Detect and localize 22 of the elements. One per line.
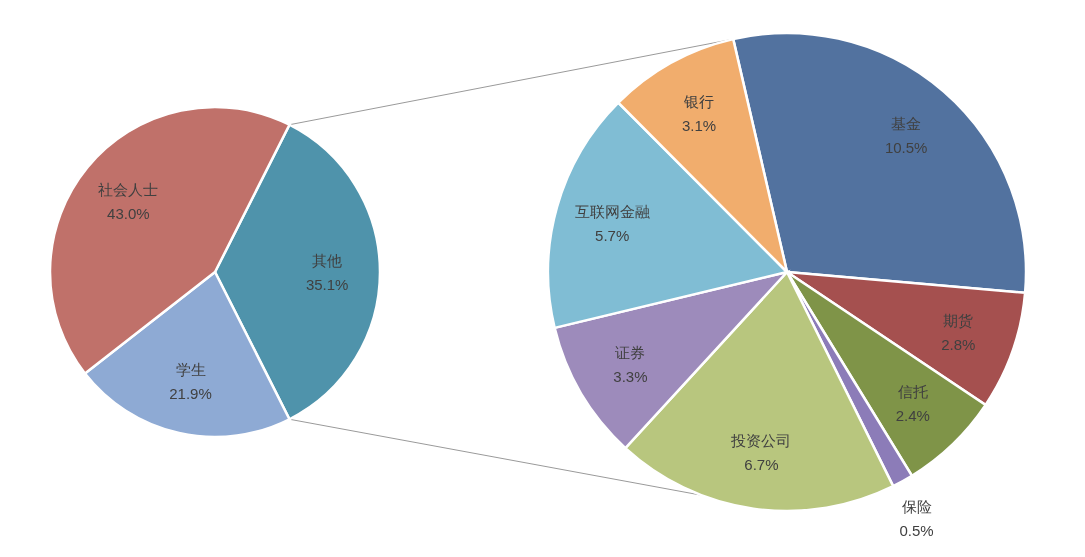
slice-label: 学生 bbox=[175, 361, 206, 379]
data-label: 43.0% bbox=[107, 204, 150, 222]
data-label: 6.7% bbox=[744, 455, 779, 473]
data-label: 2.8% bbox=[941, 336, 976, 354]
data-label: 10.5% bbox=[884, 138, 928, 156]
slice-label: 社会人士 bbox=[98, 180, 159, 198]
data-label: 0.5% bbox=[899, 522, 934, 540]
data-label: 5.7% bbox=[595, 226, 630, 244]
slice-label: 信托 bbox=[897, 382, 928, 400]
slice-label: 投资公司 bbox=[730, 431, 792, 449]
slice-label: 其他 bbox=[312, 252, 343, 269]
slice-label: 互联网金融 bbox=[574, 202, 650, 220]
slice-label: 期货 bbox=[943, 312, 974, 330]
slice-label: 银行 bbox=[683, 93, 715, 111]
slice-label: 证券 bbox=[615, 344, 646, 362]
slice-label: 保险 bbox=[901, 498, 932, 516]
data-label: 3.1% bbox=[682, 117, 717, 135]
data-label: 21.9% bbox=[169, 385, 212, 403]
data-label: 2.4% bbox=[895, 406, 930, 424]
data-label: 3.3% bbox=[613, 368, 648, 386]
data-label: 35.1% bbox=[305, 276, 349, 293]
slice-label: 基金 bbox=[891, 114, 922, 132]
